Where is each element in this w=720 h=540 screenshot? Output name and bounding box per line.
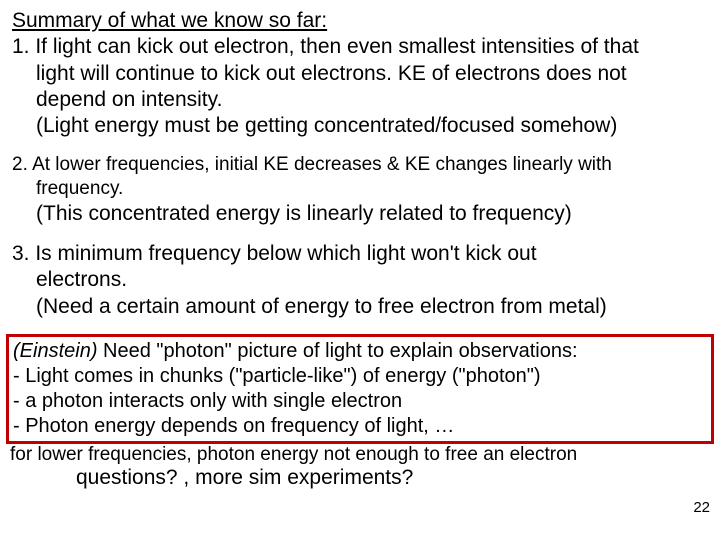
p2-line2-text: frequency. [36, 178, 123, 199]
heading: Summary of what we know so far: [12, 9, 327, 32]
p1-line4-text: (Light energy must be getting concentrat… [36, 114, 617, 137]
footer-line: for lower frequencies, photon energy not… [0, 444, 720, 466]
p2-indent: frequency. (This concentrated energy is … [12, 177, 708, 227]
slide-content: Summary of what we know so far: 1. If li… [0, 0, 720, 320]
p1-line2-text: light will continue to kick out electron… [36, 62, 627, 85]
page-number: 22 [693, 499, 710, 516]
einstein-box: (Einstein) Need "photon" picture of ligh… [6, 334, 714, 444]
questions-line: questions? , more sim experiments? [0, 466, 720, 490]
p3-indent: electrons. (Need a certain amount of ene… [12, 267, 708, 320]
einstein-line2: - Light comes in chunks ("particle-like"… [13, 365, 541, 387]
p1-line1: 1. If light can kick out electron, then … [12, 35, 639, 58]
p2-line1: 2. At lower frequencies, initial KE decr… [12, 154, 612, 175]
einstein-line3: - a photon interacts only with single el… [13, 390, 402, 412]
einstein-label: (Einstein) [13, 340, 97, 362]
p3-line3-text: (Need a certain amount of energy to free… [36, 295, 607, 318]
p1-line2: light will continue to kick out electron… [12, 61, 708, 140]
p2-line3-text: (This concentrated energy is linearly re… [36, 202, 572, 225]
p3-line2-text: electrons. [36, 268, 127, 291]
p1-line3-text: depend on intensity. [36, 88, 222, 111]
paragraph-2: 2. At lower frequencies, initial KE decr… [12, 153, 708, 227]
p3-line1: 3. Is minimum frequency below which ligh… [12, 242, 537, 265]
einstein-line1: Need "photon" picture of light to explai… [97, 340, 577, 362]
paragraph-1: Summary of what we know so far: 1. If li… [12, 8, 708, 139]
paragraph-3: 3. Is minimum frequency below which ligh… [12, 241, 708, 320]
einstein-line4: - Photon energy depends on frequency of … [13, 415, 454, 437]
